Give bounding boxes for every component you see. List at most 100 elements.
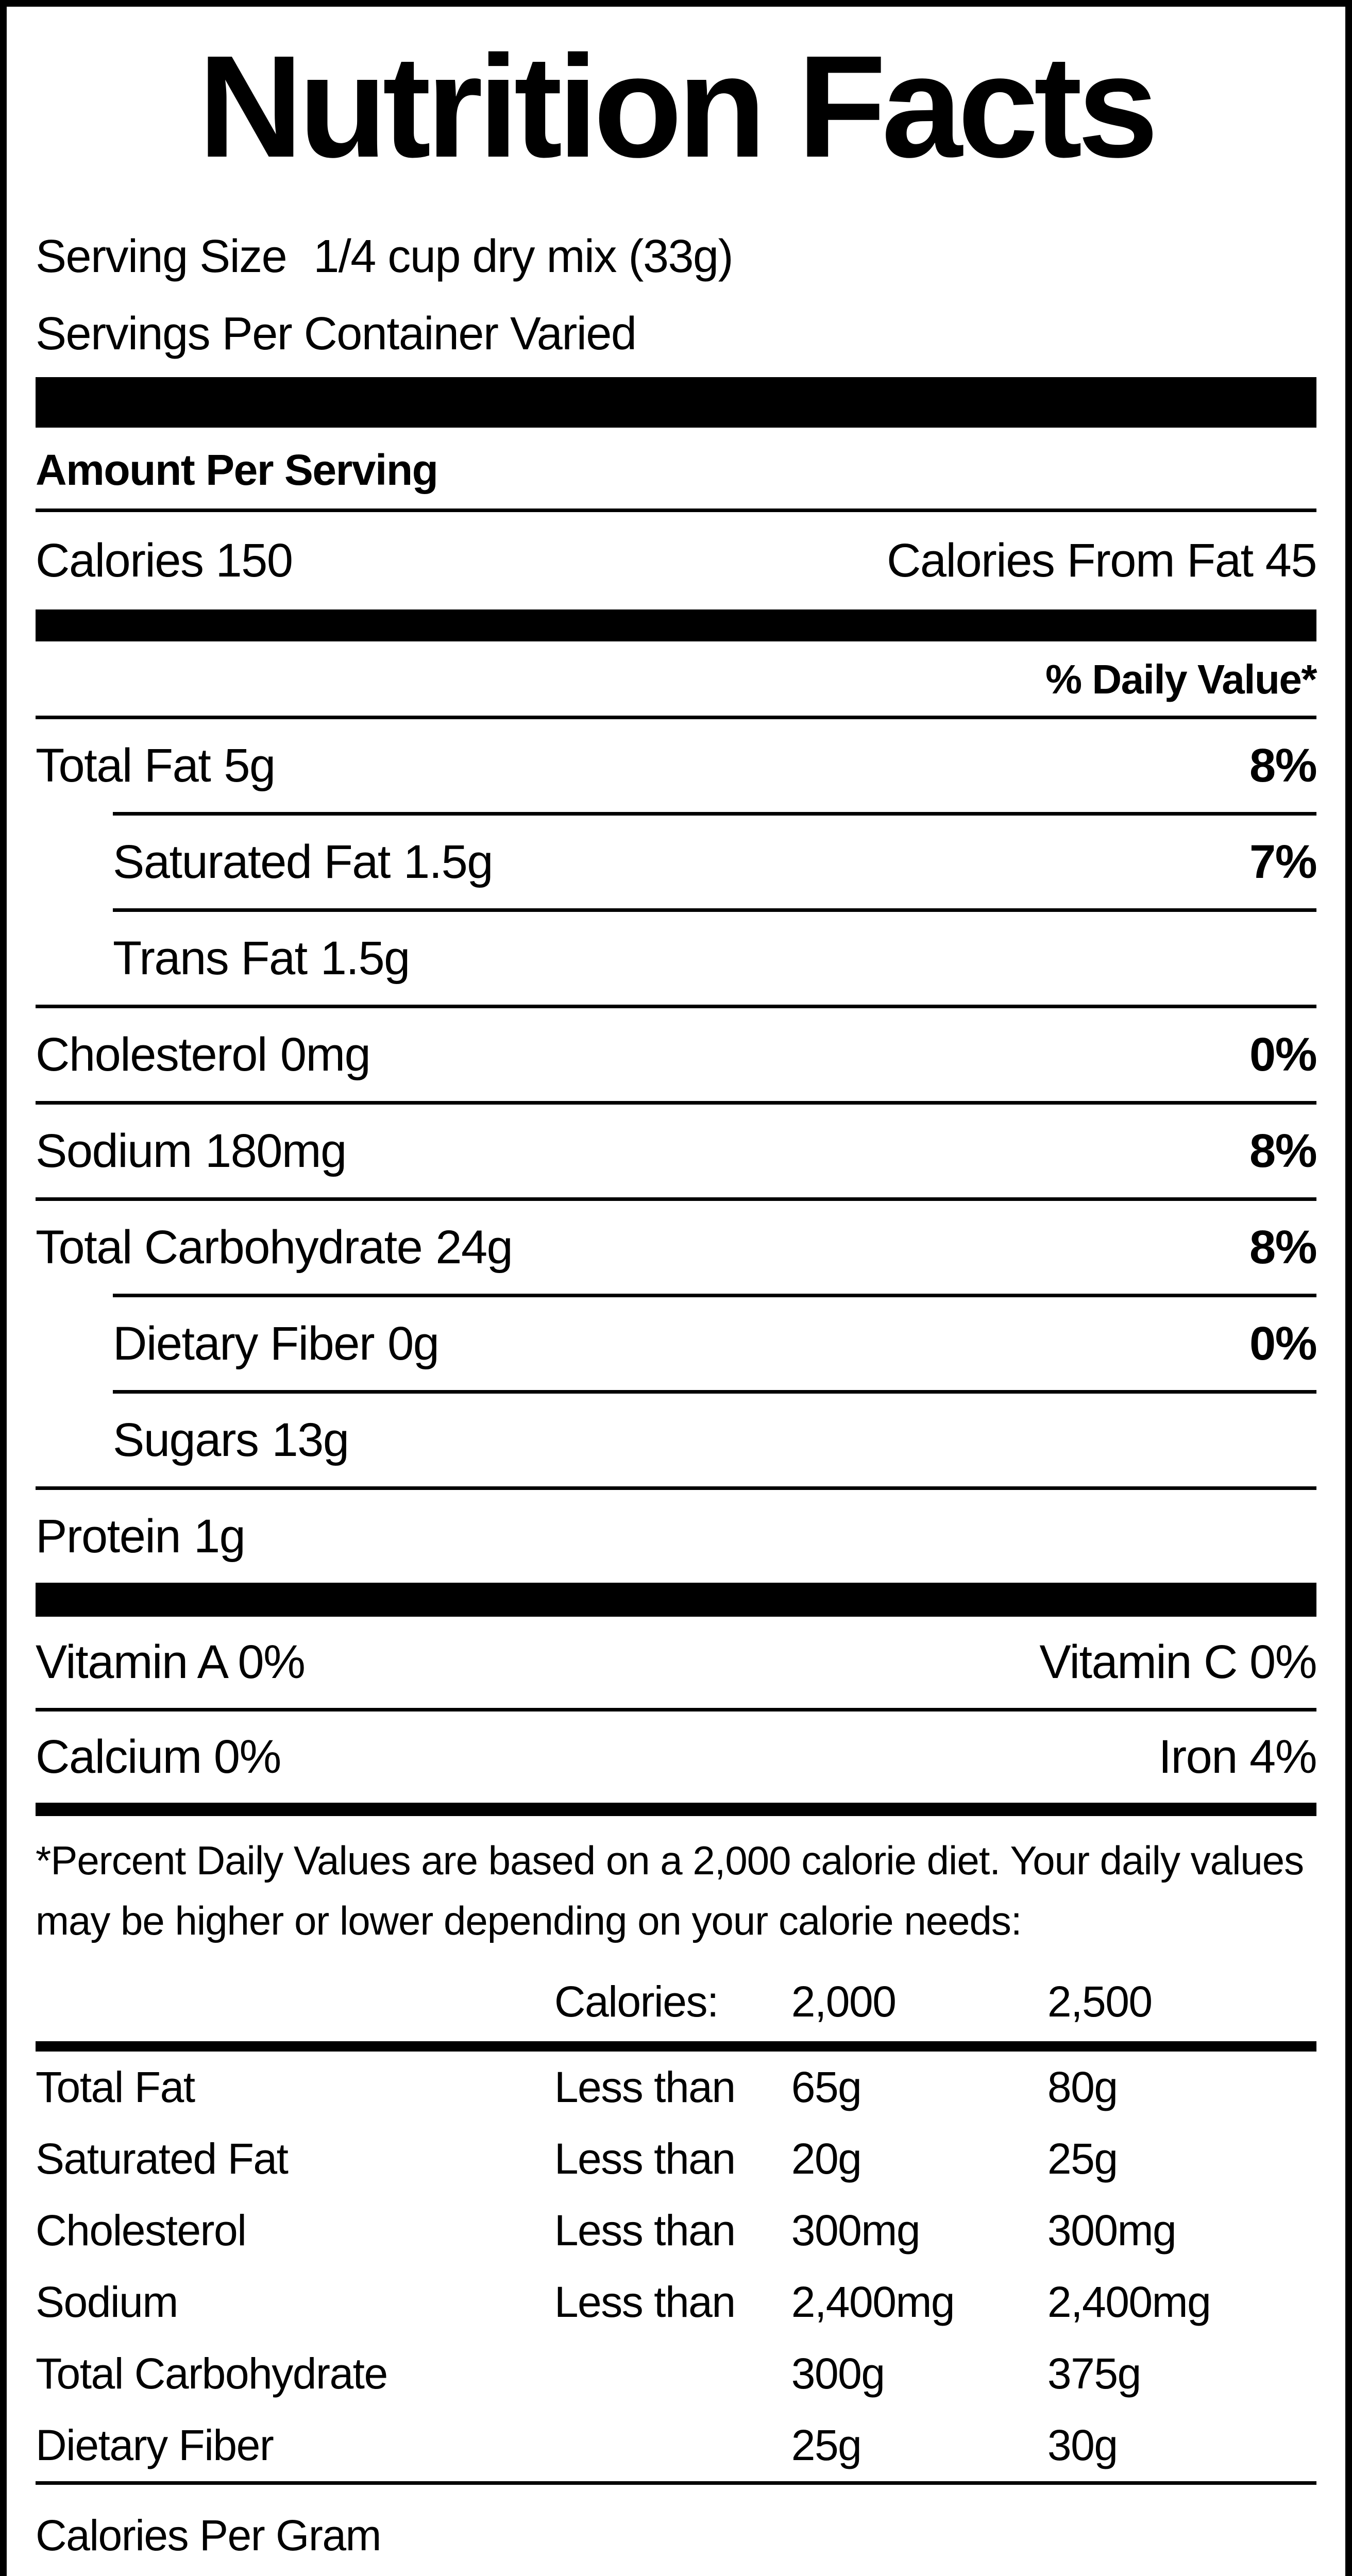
calories-row: Calories 150 Calories From Fat 45 <box>36 512 1317 609</box>
nutrient-dv: 8% <box>1249 1125 1317 1178</box>
nutrient-row-trans-fat: Trans Fat 1.5g <box>36 912 1316 1005</box>
calories-from-fat: Calories From Fat 45 <box>886 534 1317 588</box>
nutrient-name-amount: Total Fat 5g <box>36 739 276 792</box>
separator-bar-thick-top <box>36 377 1316 428</box>
calories-label: Calories <box>36 534 204 587</box>
dv-row-value-2000: 300g <box>791 2349 885 2398</box>
vitamin-row-2: Calcium 0% Iron 4% <box>36 1711 1317 1803</box>
separator-thin-indented <box>113 812 1316 816</box>
nutrient-name-amount: Protein 1g <box>36 1510 246 1563</box>
dv-table-header-calories: Calories: <box>554 1977 719 2026</box>
separator-thin <box>36 1101 1316 1105</box>
nutrient-name: Trans Fat <box>113 932 308 985</box>
dv-table-row-cholesterol: Cholesterol Less than 300mg 300mg <box>36 2195 1316 2266</box>
nutrient-name-amount: Trans Fat 1.5g <box>113 935 410 982</box>
nutrient-amount: 1g <box>194 1510 246 1563</box>
nutrient-row-total-fat: Total Fat 5g 8% <box>36 719 1317 812</box>
dv-row-value-2500: 30g <box>1047 2421 1118 2470</box>
calories-per-gram-heading: Calories Per Gram <box>36 2511 382 2560</box>
nutrient-dv: 0% <box>1249 1317 1317 1370</box>
dv-row-label: Dietary Fiber <box>36 2421 274 2470</box>
dv-row-label: Cholesterol <box>36 2206 247 2255</box>
dv-row-value-2000: 25g <box>791 2421 862 2470</box>
dv-row-label: Saturated Fat <box>36 2134 289 2183</box>
separator-heavy <box>36 1803 1316 1817</box>
iron: Iron 4% <box>1158 1731 1317 1784</box>
nutrient-amount: 0mg <box>280 1028 371 1081</box>
dv-row-value-2500: 300mg <box>1047 2206 1177 2255</box>
separator-thin <box>36 716 1316 720</box>
nutrient-dv: 0% <box>1249 1028 1317 1081</box>
dv-row-value-2500: 25g <box>1047 2134 1118 2183</box>
dv-row-label: Total Fat <box>36 2063 195 2112</box>
separator-medium <box>36 2041 1316 2052</box>
calories-from-fat-value: 45 <box>1265 534 1317 587</box>
vitamin-a: Vitamin A 0% <box>36 1636 306 1689</box>
dv-row-condition: Less than <box>554 2063 736 2112</box>
nutrient-amount: 1.5g <box>403 836 494 889</box>
calories-from-fat-label: Calories From Fat <box>886 534 1254 587</box>
separator-thin <box>36 1005 1316 1009</box>
nutrient-name: Total Carbohydrate <box>36 1221 423 1274</box>
nutrient-amount: 180mg <box>205 1125 347 1178</box>
nutrient-amount: 1.5g <box>320 932 411 985</box>
dv-row-value-2000: 20g <box>791 2134 862 2183</box>
dv-row-condition: Less than <box>554 2278 736 2327</box>
dv-row-value-2000: 65g <box>791 2063 862 2112</box>
dv-row-value-2500: 2,400mg <box>1047 2278 1211 2327</box>
serving-size-label: Serving Size <box>36 231 288 283</box>
dv-row-condition: Less than <box>554 2134 736 2183</box>
nutrient-row-sugars: Sugars 13g <box>36 1394 1316 1486</box>
label-title: Nutrition Facts <box>198 25 1159 188</box>
separator-thin-indented <box>113 908 1316 912</box>
dv-table-row-saturated-fat: Saturated Fat Less than 20g 25g <box>36 2123 1316 2195</box>
nutrient-row-sodium: Sodium 180mg 8% <box>36 1105 1317 1197</box>
nutrient-name: Total Fat <box>36 739 211 792</box>
serving-size-value: 1/4 cup dry mix (33g) <box>313 231 733 283</box>
nutrient-name: Saturated Fat <box>113 836 391 889</box>
nutrient-dv: 8% <box>1249 739 1317 792</box>
nutrient-name: Dietary Fiber <box>113 1317 375 1370</box>
nutrient-amount: 5g <box>224 739 276 792</box>
nutrient-name-amount: Sugars 13g <box>113 1416 349 1464</box>
nutrient-name-amount: Cholesterol 0mg <box>36 1028 371 1081</box>
separator-thin-indented <box>113 1390 1316 1394</box>
separator-thin <box>36 1708 1316 1712</box>
separator-thin <box>36 1486 1316 1490</box>
nutrient-row-total-carbohydrate: Total Carbohydrate 24g 8% <box>36 1201 1317 1294</box>
vitamin-c: Vitamin C 0% <box>1039 1636 1317 1689</box>
nutrient-dv: 7% <box>1249 836 1317 889</box>
nutrient-row-saturated-fat: Saturated Fat 1.5g 7% <box>36 816 1317 908</box>
calories-value: 150 <box>215 534 294 587</box>
daily-value-header: % Daily Value* <box>1045 656 1317 703</box>
nutrient-name: Cholesterol <box>36 1028 267 1081</box>
separator-bar-medium <box>36 609 1316 642</box>
dv-table-row-total-carbohydrate: Total Carbohydrate 300g 375g <box>36 2338 1316 2410</box>
dv-table-row-total-fat: Total Fat Less than 65g 80g <box>36 2052 1316 2123</box>
dv-table-header-2500: 2,500 <box>1047 1977 1153 2026</box>
nutrient-row-dietary-fiber: Dietary Fiber 0g 0% <box>36 1297 1317 1390</box>
vitamin-row-1: Vitamin A 0% Vitamin C 0% <box>36 1617 1317 1708</box>
nutrient-name: Sodium <box>36 1125 192 1178</box>
separator-thin <box>36 1197 1316 1201</box>
amount-per-serving-heading: Amount Per Serving <box>36 446 438 495</box>
nutrient-row-cholesterol: Cholesterol 0mg 0% <box>36 1008 1317 1101</box>
dv-row-value-2500: 375g <box>1047 2349 1141 2398</box>
calories-left: Calories 150 <box>36 534 293 588</box>
dv-table-row-sodium: Sodium Less than 2,400mg 2,400mg <box>36 2266 1316 2338</box>
daily-value-footnote: *Percent Daily Values are based on a 2,0… <box>36 1838 1304 1944</box>
dv-table-header-2000: 2,000 <box>791 1977 897 2026</box>
separator-thin-indented <box>113 1294 1316 1298</box>
nutrient-row-protein: Protein 1g <box>36 1490 1316 1583</box>
dv-row-value-2000: 2,400mg <box>791 2278 955 2327</box>
nutrient-name: Protein <box>36 1510 181 1563</box>
dv-row-label: Sodium <box>36 2278 178 2327</box>
dv-row-value-2000: 300mg <box>791 2206 921 2255</box>
daily-value-reference-table: Calories: 2,000 2,500 Total Fat Less tha… <box>36 1964 1316 2481</box>
nutrient-dv: 8% <box>1249 1221 1317 1274</box>
serving-size-line: Serving Size 1/4 cup dry mix (33g) <box>36 230 1316 284</box>
dv-row-label: Total Carbohydrate <box>36 2349 388 2398</box>
nutrient-name-amount: Saturated Fat 1.5g <box>113 836 494 889</box>
separator-thin <box>36 2481 1316 2485</box>
